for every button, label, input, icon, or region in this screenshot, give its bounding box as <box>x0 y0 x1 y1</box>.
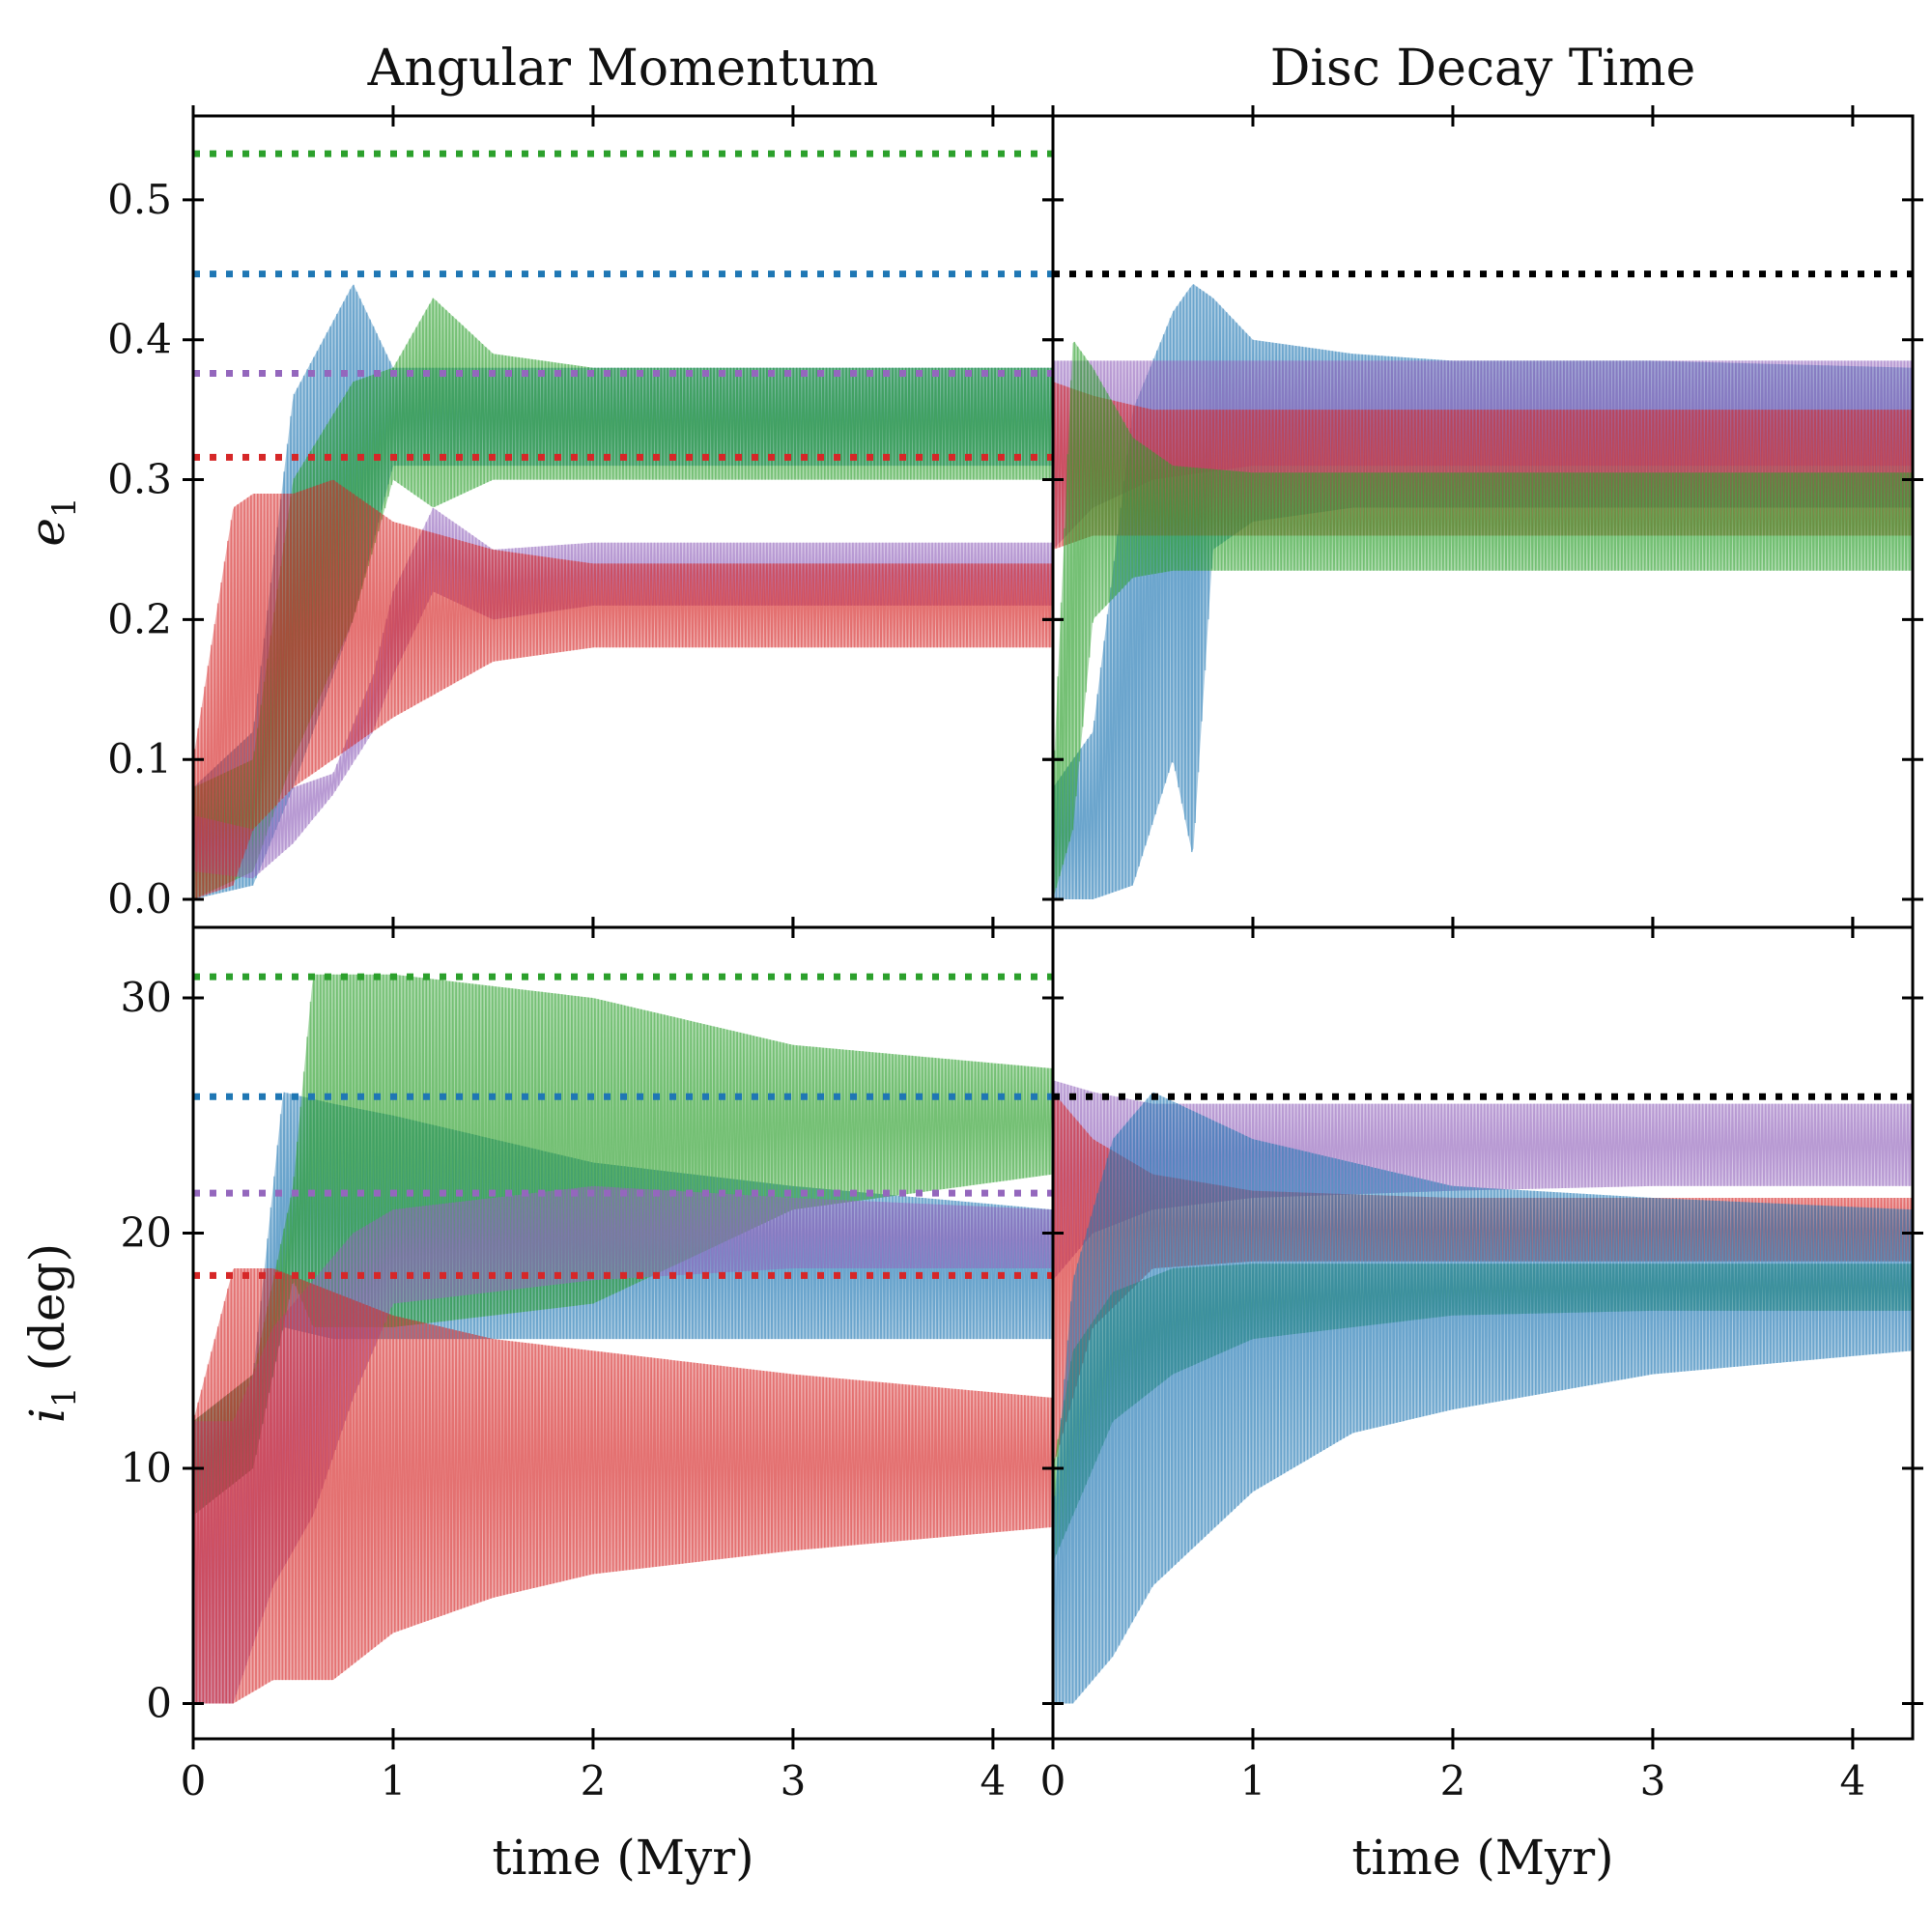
y-tick-label: 10 <box>121 1444 172 1492</box>
series-blue-oscillation <box>193 284 1053 900</box>
series-purple-envelope <box>193 1185 1053 1704</box>
y-tick-label: 0.2 <box>107 595 172 642</box>
y-tick-label: 0.1 <box>107 735 172 782</box>
series-red-oscillation <box>1053 1094 1913 1469</box>
x-tick-label: 2 <box>581 1757 607 1804</box>
x-tick-label: 3 <box>781 1757 807 1804</box>
y-tick-label: 0.4 <box>107 316 172 363</box>
x-tick-label: 3 <box>1640 1757 1666 1804</box>
x-tick-label: 1 <box>1240 1757 1266 1804</box>
series-red-envelope <box>1053 382 1913 550</box>
series-blue-oscillation <box>1053 1092 1913 1704</box>
y-tick-label: 30 <box>121 974 172 1021</box>
panel-title: Angular Momentum <box>367 40 879 98</box>
plot-area <box>193 150 1053 900</box>
panel-frame <box>1051 925 1915 1741</box>
series-purple-envelope <box>1053 1080 1913 1281</box>
series-green-envelope <box>193 974 1053 1516</box>
series-green-oscillation <box>1053 341 1913 900</box>
panel-inclination-disc-decay: 0 1 2 3 4 time (Myr) <box>1040 917 1923 1886</box>
x-tick-label: 4 <box>980 1757 1007 1804</box>
panel-eccentricity-angular-momentum: 0.0 0.1 0.2 0.3 0.4 0.5 Angular Momentum e1 <box>19 40 1064 938</box>
series-red-oscillation <box>193 1267 1053 1704</box>
series-blue-envelope <box>193 1092 1053 1516</box>
y-tick-label: 0 <box>146 1679 172 1726</box>
series-purple-envelope <box>1053 360 1913 550</box>
y-axis-label: e1 <box>19 497 84 546</box>
plot-area <box>1053 1080 1913 1704</box>
series-red-envelope <box>193 1268 1053 1704</box>
series-green-oscillation <box>193 974 1053 1516</box>
panel-eccentricity-disc-decay: Disc Decay Time <box>1042 40 1923 938</box>
series-blue-envelope <box>193 284 1053 899</box>
x-tick-label: 2 <box>1440 1757 1466 1804</box>
series-blue-oscillation <box>193 1092 1053 1516</box>
series-blue-envelope <box>1053 1092 1913 1704</box>
x-tick-label: 1 <box>381 1757 407 1804</box>
series-green-oscillation <box>193 298 1053 900</box>
series-red-envelope <box>193 479 1053 899</box>
series-purple-envelope <box>193 507 1053 879</box>
x-axis-label: time (Myr) <box>1351 1830 1613 1886</box>
y-tick-label: 0.5 <box>107 176 172 223</box>
x-tick-label: 4 <box>1840 1757 1866 1804</box>
panel-title: Disc Decay Time <box>1270 40 1696 98</box>
series-purple-oscillation <box>193 507 1053 879</box>
y-axis-label: i1 (deg) <box>19 1243 84 1423</box>
series-green-envelope <box>1053 1264 1913 1563</box>
y-tick-label: 0.0 <box>107 875 172 923</box>
x-tick-label: 0 <box>181 1757 207 1804</box>
series-blue-envelope <box>1053 284 1913 899</box>
plot-area <box>193 973 1053 1704</box>
x-tick-label: 0 <box>1040 1757 1066 1804</box>
series-green-envelope <box>1053 341 1913 899</box>
y-tick-label: 0.3 <box>107 456 172 503</box>
series-green-oscillation <box>1053 1264 1913 1563</box>
series-green-envelope <box>193 298 1053 900</box>
series-purple-oscillation <box>1053 1080 1913 1281</box>
series-red-oscillation <box>1053 382 1913 551</box>
y-tick-label: 20 <box>121 1209 172 1257</box>
series-purple-oscillation <box>1053 360 1913 551</box>
plot-area <box>1053 270 1913 900</box>
series-blue-oscillation <box>1053 284 1913 900</box>
series-red-oscillation <box>193 479 1053 900</box>
x-axis-label: time (Myr) <box>492 1830 753 1886</box>
